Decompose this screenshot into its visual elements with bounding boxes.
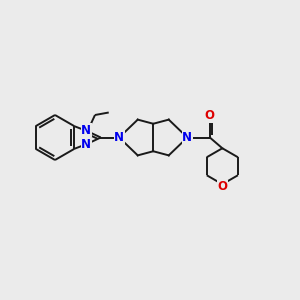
Text: N: N xyxy=(182,131,192,144)
Text: O: O xyxy=(205,109,215,122)
Text: N: N xyxy=(81,124,91,136)
Text: O: O xyxy=(217,180,227,193)
Text: N: N xyxy=(114,131,124,144)
Text: N: N xyxy=(81,139,91,152)
